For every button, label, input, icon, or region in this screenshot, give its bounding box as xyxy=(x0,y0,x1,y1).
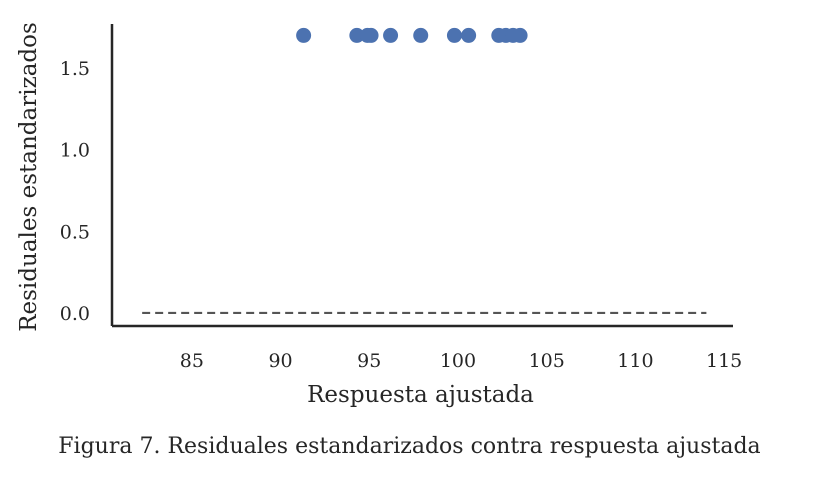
data-point xyxy=(512,27,528,43)
data-point xyxy=(296,27,312,43)
figure-caption: Figura 7. Residuales estandarizados cont… xyxy=(58,434,761,459)
y-tick-label: 1.5 xyxy=(60,58,90,80)
x-tick-label: 95 xyxy=(357,350,381,372)
x-tick-label: 105 xyxy=(529,350,565,372)
plot-area xyxy=(142,27,707,315)
scatter-chart: 85 90 95 100 105 110 115 0.0 0.5 1.0 1.5 Respuest… xyxy=(16,22,743,408)
x-tick-label: 110 xyxy=(617,350,653,372)
data-point xyxy=(413,27,429,43)
y-axis-title: Residuales estandarizados xyxy=(16,22,42,332)
y-tick-label: 0.5 xyxy=(60,221,90,243)
data-point xyxy=(446,27,462,43)
x-tick-labels: 85 90 95 100 105 110 115 xyxy=(180,350,743,372)
y-tick-label: 0.0 xyxy=(60,303,90,325)
x-tick-label: 100 xyxy=(440,350,476,372)
data-point xyxy=(461,27,477,43)
y-tick-labels: 0.0 0.5 1.0 1.5 xyxy=(60,58,90,325)
x-tick-label: 115 xyxy=(706,350,742,372)
data-point xyxy=(383,27,399,43)
x-tick-label: 85 xyxy=(180,350,204,372)
y-tick-label: 1.0 xyxy=(60,140,90,162)
x-axis-title: Respuesta ajustada xyxy=(307,382,534,408)
data-point xyxy=(349,27,365,43)
x-tick-label: 90 xyxy=(268,350,292,372)
data-point xyxy=(363,27,379,43)
